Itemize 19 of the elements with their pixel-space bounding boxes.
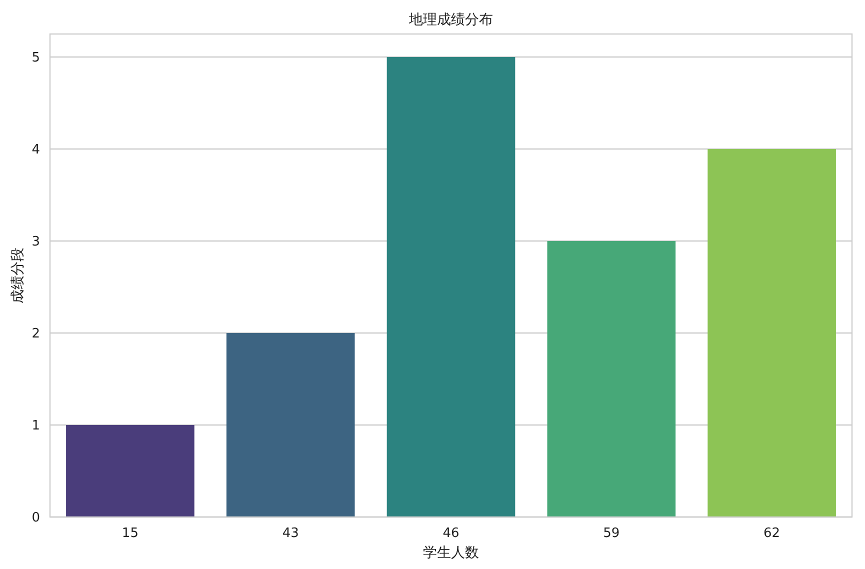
y-tick-label: 3 xyxy=(32,234,40,250)
x-tick-label: 15 xyxy=(122,526,138,541)
bar xyxy=(66,425,194,517)
y-tick-label: 5 xyxy=(32,50,40,66)
x-tick-label: 59 xyxy=(603,526,620,541)
y-axis-title: 成绩分段 xyxy=(10,248,26,304)
y-tick-label: 2 xyxy=(32,326,40,342)
bar xyxy=(226,333,355,517)
bar xyxy=(708,149,836,517)
y-tick-label: 1 xyxy=(32,418,40,434)
y-tick-label: 4 xyxy=(32,142,40,158)
chart-title: 地理成绩分布 xyxy=(408,12,493,28)
y-tick-label: 0 xyxy=(32,510,40,526)
bar xyxy=(547,241,676,517)
x-tick-label: 43 xyxy=(282,526,299,541)
bar xyxy=(386,57,516,517)
x-tick-label: 46 xyxy=(442,526,460,541)
x-tick-label: 62 xyxy=(764,526,780,541)
x-axis-title: 学生人数 xyxy=(423,545,479,561)
